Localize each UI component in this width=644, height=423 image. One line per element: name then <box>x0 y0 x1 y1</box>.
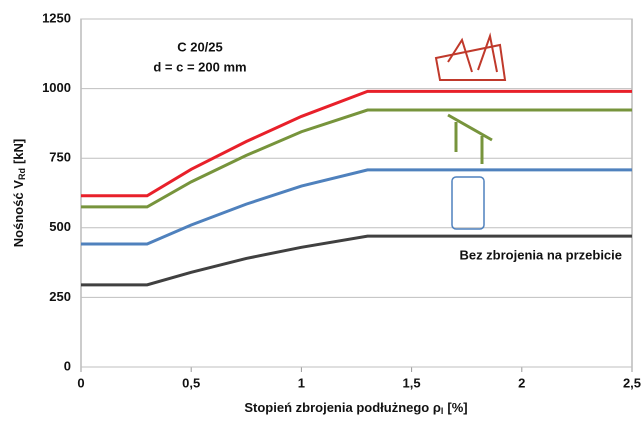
y-label-sub: Rd <box>17 168 27 180</box>
y-label-main: Nośność V <box>11 180 26 248</box>
x-tick-label: 0,5 <box>182 375 200 390</box>
x-tick-label: 1 <box>298 375 305 390</box>
x-tick-label: 1,5 <box>403 375 421 390</box>
icon-truss <box>434 32 507 81</box>
icon-stirrup <box>451 176 485 230</box>
y-tick-label: 1250 <box>42 10 71 25</box>
chart-subtitle: d = c = 200 mm <box>153 59 246 74</box>
x-label-sub: l <box>441 406 444 416</box>
y-tick-label: 0 <box>64 358 71 373</box>
series-line <box>81 168 632 246</box>
x-axis-label: Stopień zbrojenia podłużnego ρl [%] <box>244 400 467 416</box>
y-tick-label: 750 <box>49 150 71 165</box>
y-tick-label: 500 <box>49 219 71 234</box>
y-tick-label: 1000 <box>42 80 71 95</box>
x-label-unit: [%] <box>447 400 467 415</box>
icon-slab <box>447 113 493 164</box>
series-line <box>81 108 632 209</box>
y-label-unit: [kN] <box>11 139 26 164</box>
x-tick-label: 0 <box>77 375 84 390</box>
chart-title: C 20/25 <box>177 39 223 54</box>
y-axis-label: Nośność VRd [kN] <box>11 139 27 247</box>
y-tick-label: 250 <box>49 289 71 304</box>
x-label-main: Stopień zbrojenia podłużnego ρ <box>244 400 441 415</box>
x-tick-label: 2,5 <box>623 375 641 390</box>
series-line <box>81 89 632 198</box>
annotation: Bez zbrojenia na przebicie <box>459 247 622 262</box>
series-line <box>81 234 632 287</box>
x-tick-label: 2 <box>518 375 525 390</box>
